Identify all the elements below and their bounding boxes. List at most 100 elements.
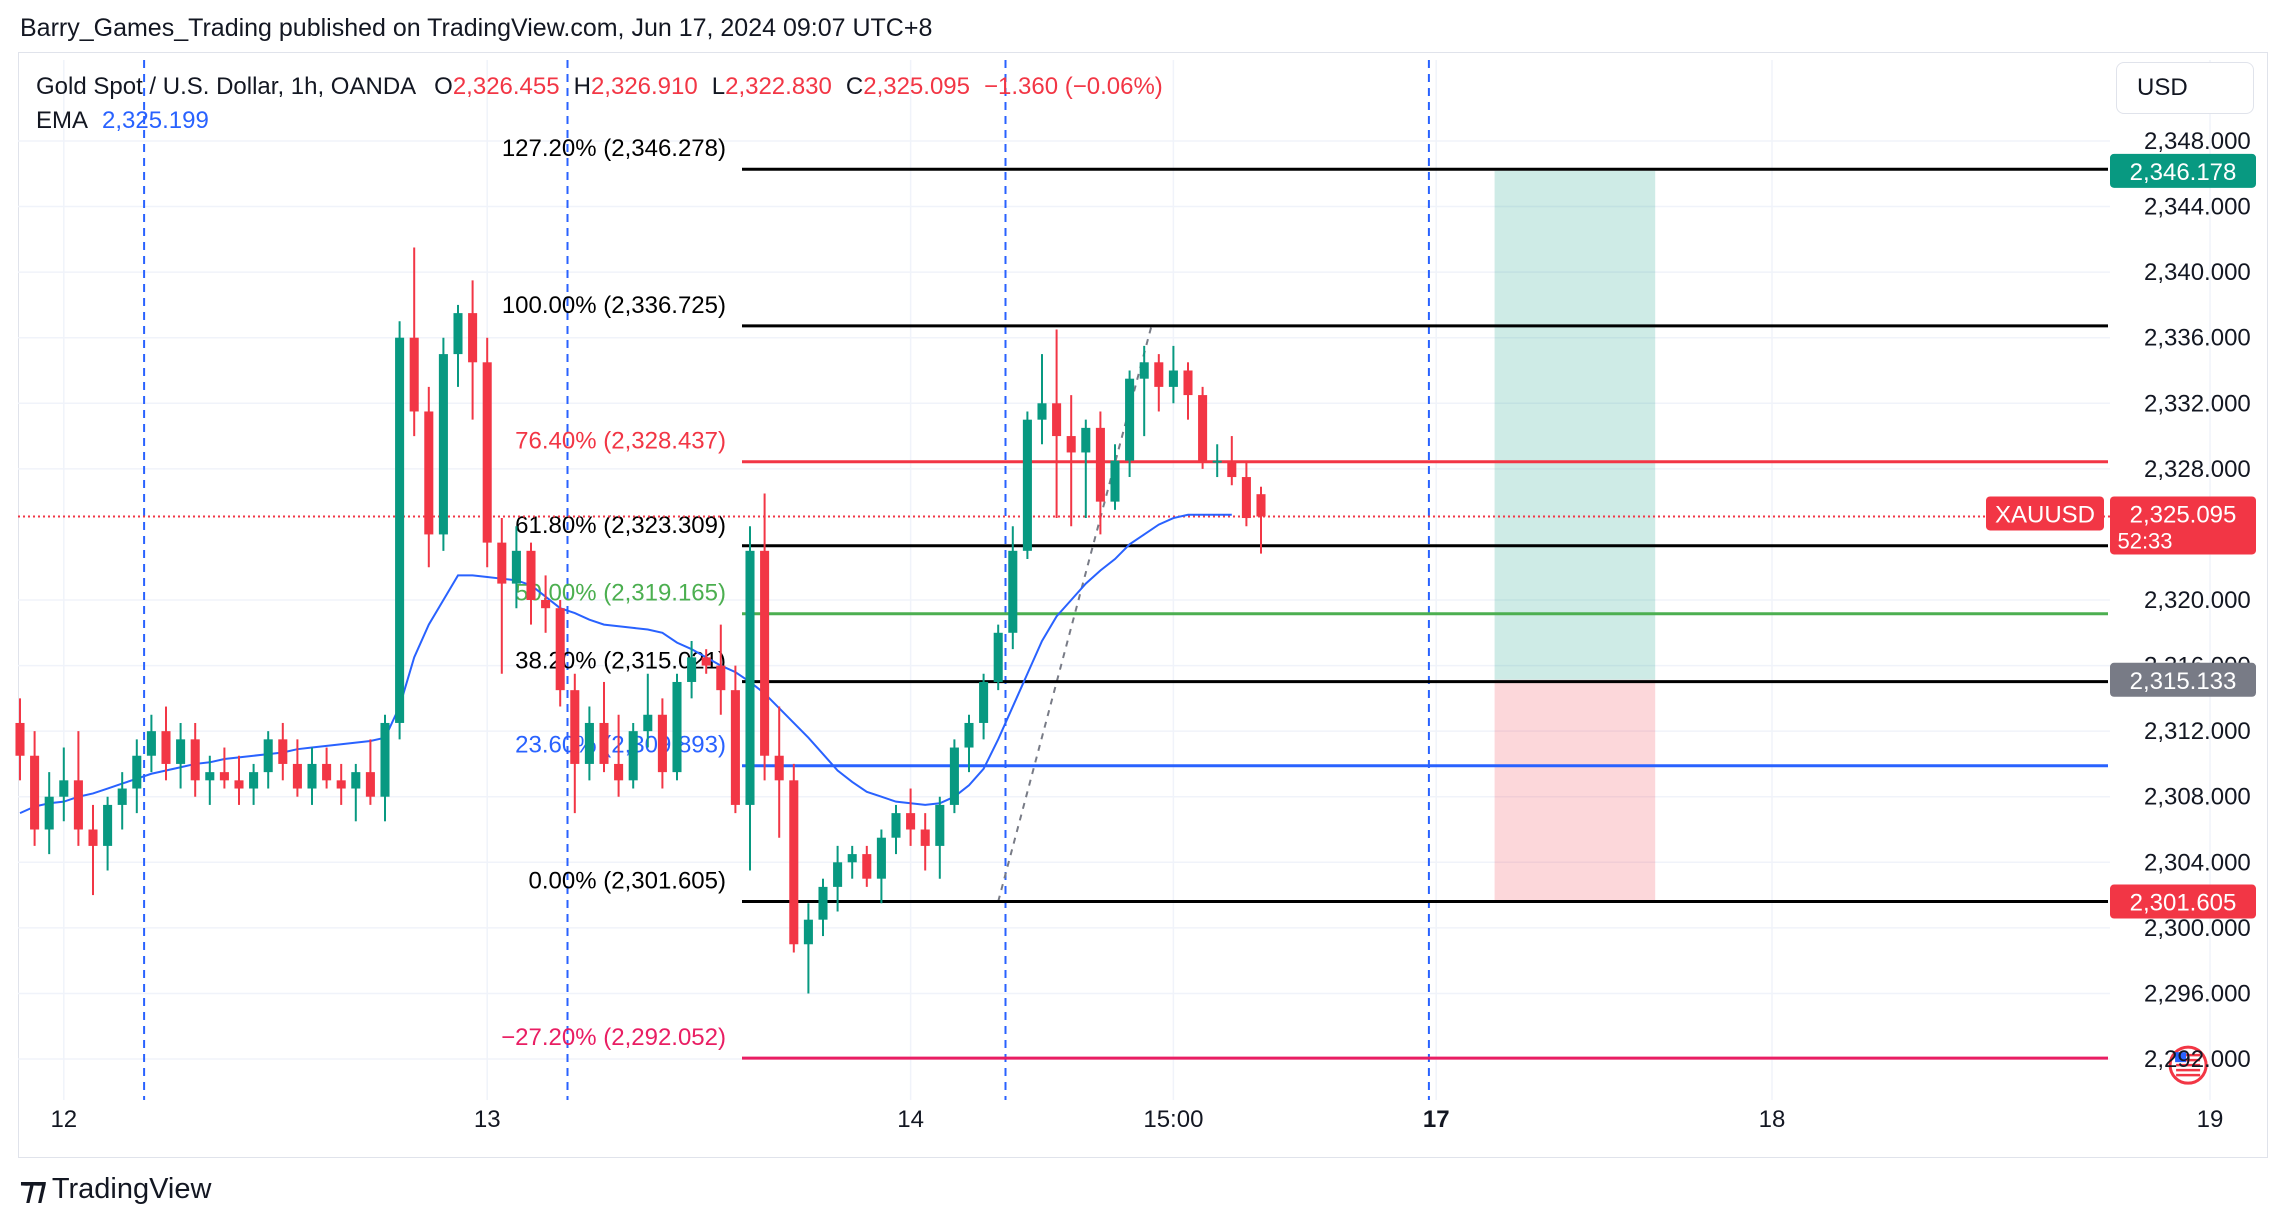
candle-body (1241, 477, 1251, 519)
candle-body (906, 813, 916, 830)
candle-body (541, 600, 551, 609)
ema-line (19, 513, 1232, 815)
candle-body (103, 804, 113, 846)
fib-level-label: 76.40% (2,328.437) (515, 428, 726, 455)
candle-body (132, 755, 142, 789)
candle-body (526, 550, 536, 600)
open-label: O (434, 73, 453, 100)
candle-body (511, 550, 521, 584)
candle-body (190, 739, 200, 781)
candle-body (862, 854, 872, 879)
candle-body (891, 813, 901, 838)
x-axis-tick-label: 19 (2197, 1106, 2224, 1133)
candle-body (234, 780, 244, 789)
candle-body (1037, 403, 1047, 420)
candle-body (59, 780, 69, 797)
flag-canton (2175, 1052, 2187, 1063)
candle-body (1008, 550, 1018, 633)
candle-body (570, 690, 580, 764)
candle-body (599, 722, 609, 764)
candle-body (1110, 460, 1120, 502)
fib-level-label: 50.00% (2,319.165) (515, 580, 726, 607)
candle-body (1227, 460, 1237, 478)
candle-body (716, 665, 726, 691)
candle-body (73, 780, 83, 830)
fib-level-label: 61.80% (2,323.309) (515, 512, 726, 539)
candle-body (730, 690, 740, 805)
candle-body (409, 337, 419, 412)
candle-body (15, 722, 25, 756)
candle-body (672, 681, 682, 773)
candle-body (584, 722, 594, 764)
candle-body (789, 780, 799, 945)
y-axis-tick-label: 2,336.000 (2144, 325, 2251, 352)
candle-body (920, 829, 930, 846)
ema-label[interactable]: EMA (36, 107, 89, 134)
currency-button[interactable]: USD (2116, 62, 2254, 114)
candle-body (847, 854, 857, 863)
candle-body (964, 722, 974, 748)
open-value: 2,326.455 (452, 73, 560, 100)
candle-body (818, 886, 828, 920)
tradingview-logo[interactable]: ⁊⁊ TradingView (20, 1172, 211, 1207)
candle-body (351, 772, 361, 789)
candle-body (803, 919, 813, 945)
x-axis-tick-label: 14 (897, 1106, 924, 1133)
symbol-title[interactable]: Gold Spot / U.S. Dollar, 1h, OANDA (36, 73, 417, 100)
y-axis-tick-label: 2,320.000 (2144, 587, 2251, 614)
candle-body (657, 714, 667, 773)
candle-body (1183, 370, 1193, 396)
candle-body (453, 313, 463, 355)
high-value: 2,326.910 (590, 73, 698, 100)
fib-level-label: 0.00% (2,301.605) (529, 868, 726, 895)
candle-body (468, 313, 478, 363)
y-axis-tick-label: 2,332.000 (2144, 390, 2251, 417)
y-axis-tick-label: 2,328.000 (2144, 456, 2251, 483)
price-badge: 2,315.133 (2130, 668, 2237, 695)
candle-body (745, 550, 755, 805)
y-axis-tick-label: 2,344.000 (2144, 194, 2251, 221)
price-badge-bg (2110, 153, 2256, 188)
candle-body (424, 411, 434, 535)
tradingview-logo-text: TradingView (51, 1173, 212, 1205)
candle-body (88, 829, 98, 846)
candle-body (219, 772, 229, 781)
candle-body (760, 550, 770, 756)
price-badge: 2,301.605 (2130, 890, 2237, 917)
candle-body (555, 608, 565, 691)
candle-body (1168, 370, 1178, 387)
fib-level-label: 23.60% (2,309.893) (515, 732, 726, 759)
chart-legend: Gold Spot / U.S. Dollar, 1h, OANDA O 2,3… (36, 70, 1163, 138)
bar-countdown: 52:33 (2117, 528, 2172, 553)
candle-body (1081, 427, 1091, 453)
candle-body (278, 739, 288, 764)
change-value: −1.360 (−0.06%) (984, 73, 1163, 100)
y-axis-tick-label: 2,304.000 (2144, 849, 2251, 876)
stop-zone (1494, 679, 1656, 902)
candle-body (263, 739, 273, 773)
candle-body (307, 763, 317, 789)
candle-body (1139, 362, 1149, 379)
candle-body (949, 747, 959, 805)
candle-body (1095, 427, 1105, 502)
price-badge-bg (2110, 662, 2256, 697)
fib-level-label: 100.00% (2,336.725) (502, 292, 726, 319)
y-axis-tick-label: 2,292.000 (2144, 1046, 2251, 1073)
ema-row: EMA 2,325.199 (36, 104, 1163, 138)
ohlc-row: Gold Spot / U.S. Dollar, 1h, OANDA O 2,3… (36, 70, 1163, 104)
candle-body (979, 681, 989, 723)
x-axis-tick-label: 17 (1423, 1106, 1450, 1133)
candle-body (292, 763, 302, 789)
symbol-tag-bg (1986, 496, 2104, 531)
candle-body (205, 772, 215, 781)
y-axis-tick-label: 2,348.000 (2144, 128, 2251, 155)
low-value: 2,322.830 (725, 73, 832, 100)
ema-value: 2,325.199 (102, 107, 209, 134)
chart-pane[interactable] (18, 52, 2268, 1158)
price-badge-bg (2110, 884, 2256, 919)
last-price-badge-bg (2110, 496, 2256, 555)
candle-body (336, 780, 346, 789)
candle-body (643, 714, 653, 732)
fib-level-label: −27.20% (2,292.052) (501, 1024, 726, 1051)
